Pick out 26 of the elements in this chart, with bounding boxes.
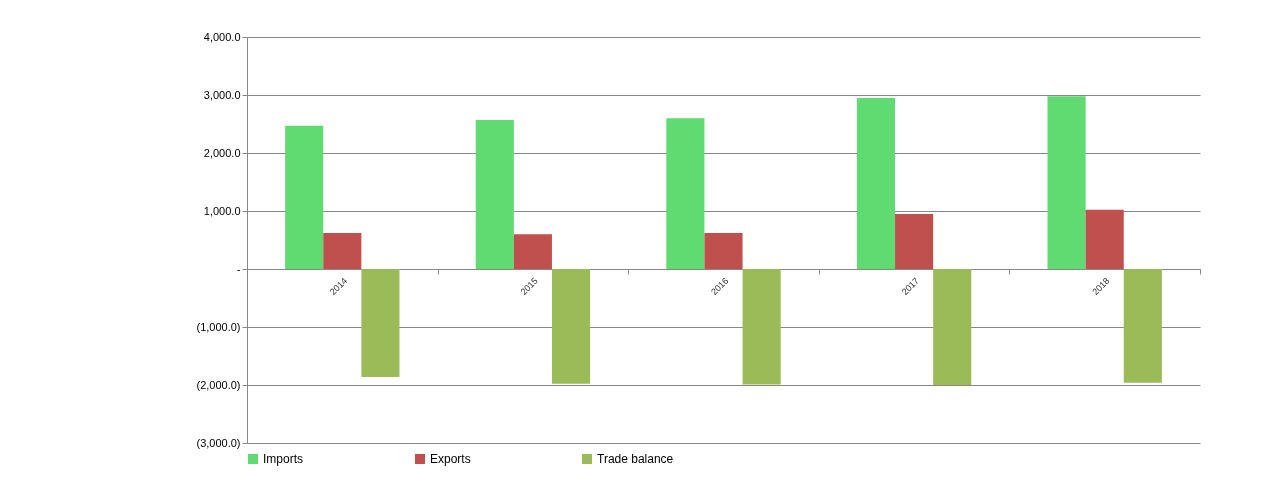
bar [1085, 209, 1124, 269]
bar [285, 125, 324, 269]
legend-label: Imports [263, 452, 304, 466]
y-tick-label: (1,000.0) [196, 320, 241, 333]
y-tick-label: 3,000.0 [203, 88, 241, 101]
bar [1047, 96, 1086, 269]
bar [666, 118, 705, 269]
bar [704, 233, 743, 269]
bar [933, 269, 972, 385]
bar [742, 269, 781, 385]
bar [895, 213, 934, 269]
y-tick-label: (3,000.0) [196, 436, 241, 449]
y-tick-label: 4,000.0 [203, 30, 241, 43]
bar [361, 269, 400, 377]
legend-label: Exports [430, 452, 471, 466]
bar [475, 119, 514, 269]
y-tick-label: (2,000.0) [196, 378, 241, 391]
y-tick-label: 1,000.0 [203, 204, 241, 217]
y-tick-label: - [236, 262, 241, 275]
legend-label: Trade balance [597, 452, 674, 466]
bar [323, 233, 362, 269]
bar [1123, 269, 1162, 383]
bar [513, 234, 552, 269]
bar [856, 97, 896, 269]
bar [551, 269, 591, 384]
y-tick-label: 2,000.0 [203, 146, 241, 159]
